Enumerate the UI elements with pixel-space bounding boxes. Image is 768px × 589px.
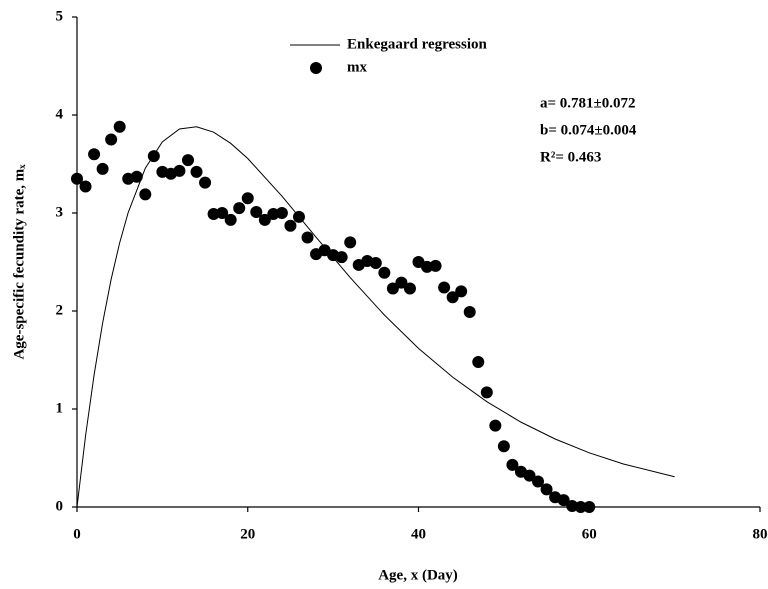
data-point [506, 458, 519, 471]
data-point [250, 206, 263, 219]
data-point [446, 291, 459, 304]
data-point [583, 501, 596, 513]
legend-label: Enkegaard regression [347, 36, 488, 52]
annotation: a= 0.781±0.072 [540, 95, 636, 111]
data-point [216, 207, 229, 219]
data-point [472, 355, 485, 368]
data-point [480, 386, 493, 399]
data-point [378, 266, 391, 279]
data-point [88, 148, 101, 161]
data-point [532, 475, 545, 488]
data-point [438, 281, 451, 294]
annotation: R²= 0.463 [540, 149, 601, 165]
data-point [369, 256, 382, 269]
data-point [301, 231, 314, 244]
y-tick-label: 2 [56, 302, 64, 318]
legend-label: mx [347, 59, 367, 75]
data-point [181, 154, 194, 167]
regression-line [76, 126, 675, 508]
x-tick-label: 60 [582, 526, 597, 542]
data-point [190, 165, 203, 178]
data-point [344, 236, 357, 249]
data-point [139, 188, 152, 201]
legend-marker [310, 62, 322, 74]
data-point [173, 164, 186, 177]
data-point [284, 219, 297, 232]
data-point [463, 305, 476, 318]
data-point [258, 213, 271, 226]
annotation: b= 0.074±0.004 [540, 122, 637, 138]
y-tick-label: 1 [56, 400, 64, 416]
data-point [241, 192, 254, 205]
data-point [386, 282, 399, 295]
data-point [233, 202, 246, 215]
x-tick-label: 20 [240, 526, 255, 542]
data-point [292, 210, 305, 223]
data-point [224, 213, 237, 226]
data-point [523, 469, 536, 482]
data-point [557, 494, 570, 507]
data-point [540, 483, 553, 496]
x-tick-label: 80 [753, 526, 768, 542]
data-point [403, 282, 416, 295]
data-point [429, 259, 442, 272]
data-point [113, 120, 126, 133]
data-point [275, 207, 288, 219]
data-point [395, 276, 408, 289]
y-tick-label: 4 [56, 106, 64, 122]
x-axis-label: Age, x (Day) [378, 567, 458, 583]
y-axis-label: Age-specific fecundity rate, mₓ [11, 164, 27, 360]
data-point [96, 162, 109, 175]
data-point [71, 172, 83, 185]
data-point [199, 176, 212, 189]
y-tick-label: 5 [56, 8, 64, 24]
data-point [497, 440, 510, 453]
data-point [574, 501, 587, 513]
data-point [105, 133, 118, 146]
y-tick-label: 0 [56, 498, 64, 514]
data-point [79, 180, 92, 193]
data-point [335, 251, 348, 264]
x-tick-label: 0 [73, 526, 81, 542]
data-point [147, 150, 160, 163]
y-tick-label: 3 [56, 204, 64, 220]
x-tick-label: 40 [411, 526, 426, 542]
data-point [455, 285, 468, 298]
data-point [130, 170, 143, 183]
data-point [489, 419, 502, 432]
